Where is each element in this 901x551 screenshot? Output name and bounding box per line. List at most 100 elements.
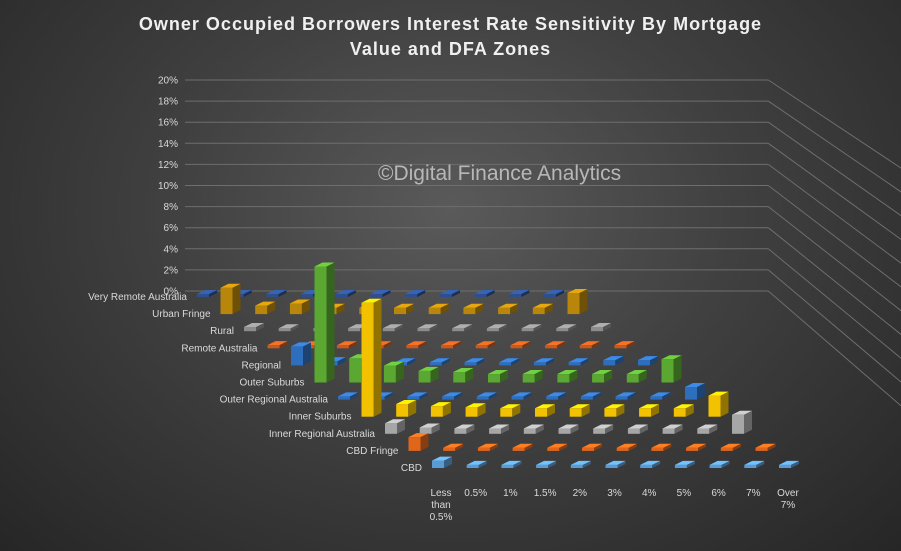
bar-front (709, 464, 722, 468)
bar-side (559, 443, 568, 451)
bar-top (512, 443, 533, 448)
category-label: 6% (711, 488, 726, 499)
bar (521, 324, 542, 332)
bar (509, 290, 530, 297)
bar-top (430, 402, 451, 407)
bar-top (674, 460, 695, 465)
bar-top (546, 392, 567, 397)
bar-front (557, 374, 570, 383)
bar-front (477, 447, 490, 451)
bar-front (419, 427, 432, 434)
bar-side (486, 290, 495, 297)
bar (336, 341, 357, 349)
bar-front (463, 307, 476, 315)
bar-front (418, 370, 431, 383)
bar (244, 322, 264, 332)
bar-front (579, 345, 592, 349)
bar-top (338, 392, 358, 397)
bar-top (544, 290, 564, 294)
bar (477, 443, 498, 451)
side-gridline (767, 227, 901, 336)
bar-front (638, 360, 650, 366)
bar-top (638, 356, 658, 361)
bar-side (464, 324, 473, 332)
bar (407, 392, 428, 400)
bar (338, 392, 358, 400)
bar (408, 433, 429, 451)
bar-top (408, 433, 429, 438)
bar-front (510, 345, 523, 349)
bar-top (732, 410, 752, 415)
bar (498, 303, 519, 315)
bar-top (443, 443, 464, 448)
bar (441, 341, 461, 349)
bar (732, 410, 752, 434)
bar (501, 460, 522, 468)
side-gridline (767, 163, 901, 264)
bar (488, 370, 508, 383)
bar-side (489, 443, 498, 451)
bar-top (661, 355, 682, 360)
series-label: Very Remote Australia (88, 292, 187, 303)
bar-side (303, 342, 311, 366)
bar (532, 303, 553, 315)
category-label: 7% (746, 488, 761, 499)
bar-side (429, 324, 438, 332)
bar-top (418, 366, 439, 371)
bar-side (441, 358, 450, 366)
category-label: Over 7% (777, 488, 799, 511)
bar-side (444, 456, 452, 468)
bar-top (255, 301, 276, 306)
bar-top (499, 358, 520, 363)
bar-front (535, 408, 547, 417)
bar-front (291, 346, 303, 366)
bar-top (533, 358, 554, 363)
bar (779, 460, 799, 468)
bar (535, 404, 555, 417)
bar-top (650, 392, 671, 397)
bar-front (396, 404, 409, 417)
bar-front (428, 307, 441, 315)
bar (557, 370, 578, 383)
bar (439, 290, 460, 297)
bar (626, 370, 647, 383)
bar-side (522, 341, 531, 349)
bar-front (488, 374, 500, 383)
bar (417, 324, 438, 332)
bar-top (615, 392, 636, 397)
bar-side (407, 358, 416, 366)
bar (591, 322, 611, 332)
bar-front (465, 407, 478, 417)
bar-side (523, 392, 532, 400)
bar (708, 391, 729, 417)
bar-side (373, 298, 382, 417)
bar-top (439, 290, 460, 294)
bar (662, 424, 683, 434)
bar-front (708, 395, 721, 417)
bar (546, 392, 567, 400)
bar-front (452, 328, 465, 332)
bar (289, 299, 310, 315)
watermark: ©Digital Finance Analytics (378, 162, 622, 185)
bar-side (477, 403, 486, 417)
bar-top (557, 370, 578, 375)
bar-top (417, 324, 438, 329)
bar-side (594, 443, 602, 451)
bar-front (532, 307, 545, 315)
bar-top (536, 460, 557, 465)
bar-side (579, 289, 588, 315)
bar-front (361, 302, 374, 417)
bar-top (382, 324, 403, 329)
bar (443, 443, 464, 451)
bar-front (533, 362, 546, 366)
bar-side (440, 303, 449, 315)
series-label: Urban Fringe (152, 309, 211, 320)
bar-front (338, 396, 350, 400)
bar-side (545, 358, 554, 366)
bar-top (361, 298, 382, 303)
bar-front (674, 464, 687, 468)
bar (522, 370, 543, 383)
bar (255, 301, 276, 315)
bar-side (544, 303, 553, 315)
bar-top (454, 424, 475, 429)
